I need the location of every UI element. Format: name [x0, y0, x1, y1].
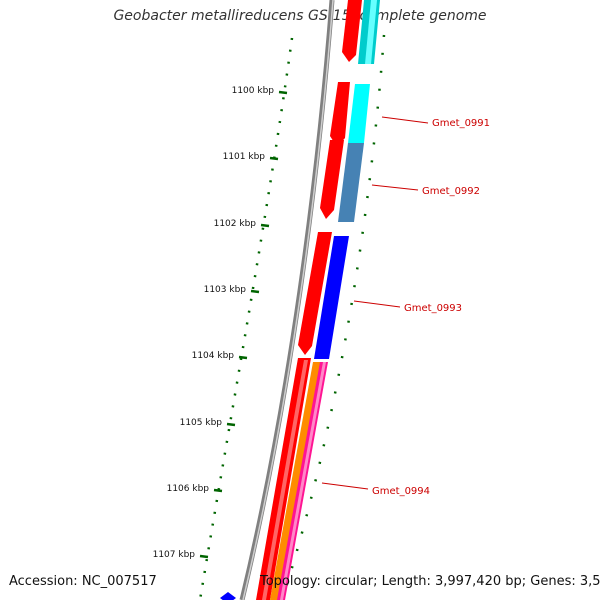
kbp-tick-label: 1102 kbp: [214, 219, 257, 229]
gene-callout-line: [321, 482, 369, 490]
gene-label-gmet-0992[interactable]: Gmet_0992: [422, 186, 480, 197]
kbp-tick-label: 1101 kbp: [223, 152, 266, 162]
cds-arrow-4-highlight: [262, 360, 308, 600]
cds-arrow-top: [342, 0, 362, 62]
gene-label-gmet-0993[interactable]: Gmet_0993: [404, 303, 462, 314]
gene-cyan-top-highlight: [365, 0, 377, 64]
kbp-tick-mark: [250, 289, 260, 294]
kbp-tick-mark: [226, 422, 236, 427]
kbp-tick-label: 1107 kbp: [153, 550, 196, 560]
gene-label-gmet-0994[interactable]: Gmet_0994: [372, 486, 430, 497]
gene-callout-line: [371, 184, 419, 191]
gene-callout-line: [381, 116, 429, 124]
outer-dotted-ring: [198, 37, 294, 600]
backbone-highlight: [242, 0, 334, 600]
accession-label: Accession: NC_007517: [9, 574, 157, 589]
gene-orange: [270, 362, 321, 600]
cds-arrow-2: [320, 140, 344, 219]
cds-arrow-1: [330, 82, 350, 147]
inner-dashed-ring: [280, 34, 386, 600]
kbp-tick-layer: 1100 kbp 1101 kbp 1102 kbp 1103 kbp 1104 kbp…: [153, 86, 288, 560]
cds-arrow-3: [298, 232, 332, 355]
kbp-tick-mark: [278, 90, 288, 95]
kbp-tick-mark: [199, 554, 209, 559]
kbp-tick-mark: [238, 355, 248, 360]
gene-pink-0994-highlight: [280, 362, 326, 600]
map-title: Geobacter metallireducens GS-15, complet…: [113, 8, 487, 24]
gene-label-gmet-0991[interactable]: Gmet_0991: [432, 118, 490, 129]
kbp-tick-label: 1106 kbp: [167, 484, 210, 494]
gene-blue-0993: [314, 236, 349, 359]
gene-steelblue-0992: [338, 143, 364, 222]
gene-cyan-0991: [348, 84, 370, 143]
backbone-line: [239, 0, 335, 600]
kbp-tick-mark: [269, 156, 279, 161]
kbp-tick-label: 1105 kbp: [180, 418, 223, 428]
kbp-tick-mark: [213, 488, 223, 493]
gene-callout-line: [353, 300, 401, 308]
gene-blue-bottom: [220, 592, 236, 600]
kbp-tick-label: 1103 kbp: [204, 285, 247, 295]
gene-label-layer: Gmet_0991 Gmet_0992 Gmet_0993 Gmet_0994: [321, 116, 490, 497]
kbp-tick-label: 1104 kbp: [192, 351, 235, 361]
kbp-tick-mark: [260, 223, 270, 228]
genome-summary-label: Topology: circular; Length: 3,997,420 bp…: [260, 574, 600, 589]
kbp-tick-label: 1100 kbp: [232, 86, 275, 96]
